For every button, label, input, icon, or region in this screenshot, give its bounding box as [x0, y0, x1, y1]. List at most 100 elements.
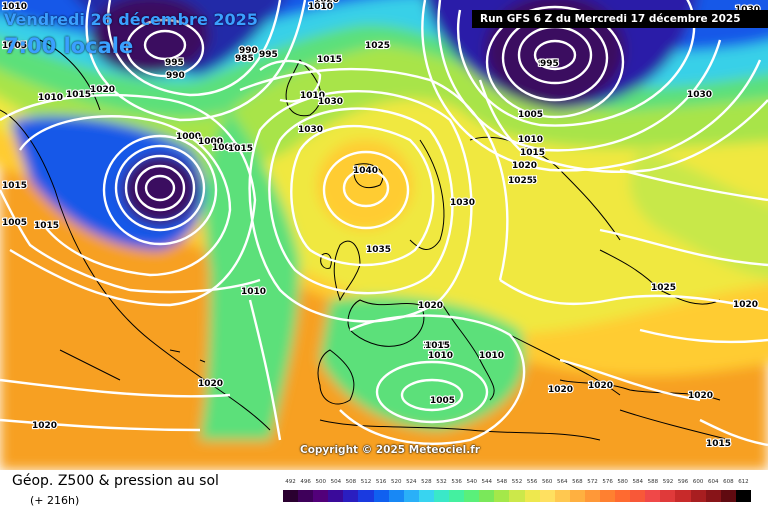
legend-swatch — [584, 490, 600, 502]
legend-label: 592 — [662, 479, 674, 485]
legend-swatch — [343, 490, 359, 502]
legend-swatch — [328, 490, 344, 502]
isobar-label: 1010 — [2, 2, 27, 12]
legend-label: 556 — [526, 479, 538, 485]
legend-swatch — [569, 490, 585, 502]
isobar-label: 1015 — [425, 341, 450, 351]
isobar-label: 1010 — [428, 351, 453, 361]
legend-swatch — [464, 490, 480, 502]
isobar-label-layer: 1010 1005 1015 1020 1010 1015 995 990 99… — [1, 0, 761, 450]
forecast-time-title: 7:00 locale — [4, 34, 134, 58]
lead-time: (+ 216h) — [30, 494, 80, 507]
legend-label: 564 — [557, 479, 568, 485]
legend-label: 548 — [496, 479, 508, 485]
isobar-label: 995 — [165, 58, 184, 68]
legend-swatch — [539, 490, 555, 502]
legend-label: 500 — [315, 479, 326, 485]
isobar-label: 1000 — [176, 132, 201, 142]
isobar-label: 1035 — [366, 245, 391, 255]
legend-swatch — [388, 490, 404, 502]
weather-map: 1010 1005 1015 1020 1010 1015 995 990 99… — [0, 0, 768, 470]
footer-panel: Géop. Z500 & pression au sol (+ 216h) 49… — [0, 470, 768, 512]
isobar-label: 1000 — [198, 137, 223, 147]
isobar-label: 990 — [239, 46, 258, 56]
isobar-label: 1010 — [518, 135, 543, 145]
legend-swatch — [690, 490, 706, 502]
isobar-label: 1020 — [588, 381, 613, 391]
isobar-label: 1005 — [2, 218, 27, 228]
legend-swatch — [373, 490, 389, 502]
isobar-label: 985 — [235, 54, 254, 64]
legend-swatch — [735, 490, 751, 502]
isobar-label: 1010 — [479, 351, 504, 361]
legend-swatch — [433, 490, 450, 502]
isobar-label: 1020 — [688, 391, 713, 401]
isobar-label: 1015 — [2, 181, 27, 191]
isobar-label: 1020 — [733, 300, 758, 310]
isobar-label: 1005 — [212, 143, 237, 153]
legend-swatch — [630, 490, 646, 502]
isobar-label: 1025 — [512, 176, 537, 186]
isobar-label: 995 — [259, 50, 278, 60]
legend-swatch — [494, 490, 510, 502]
isobar-label: 1010 — [38, 93, 63, 103]
legend-swatch — [720, 490, 736, 502]
isobar-label: 1020 — [90, 85, 115, 95]
isobar-label: 1020 — [32, 421, 57, 431]
legend-label: 552 — [511, 479, 523, 485]
isobar-label: 1005 — [2, 41, 27, 51]
legend-label: 516 — [375, 479, 387, 485]
legend-label: 560 — [541, 479, 553, 485]
legend-label: 596 — [677, 479, 689, 485]
color-scale-labels: 492 496 500 504 508 512 516 520 524 528 532 536 540 5… — [283, 479, 751, 489]
isobar-label: 1025 — [365, 41, 390, 51]
legend-swatch — [358, 490, 374, 502]
legend-label: 536 — [451, 479, 462, 485]
isobar-label: 1020 — [198, 379, 223, 389]
legend-swatch — [283, 490, 299, 502]
isobar-label: 1015 — [34, 221, 59, 231]
legend-label: 580 — [617, 479, 628, 485]
legend-swatch — [615, 490, 631, 502]
legend-label: 608 — [723, 479, 734, 485]
legend-swatch — [705, 490, 721, 502]
isobar-label: 990 — [166, 71, 185, 81]
forecast-date-title: Vendredi 26 décembre 2025 — [4, 10, 258, 29]
isobar-label: 1020 — [418, 301, 443, 311]
legend-label: 588 — [647, 479, 659, 485]
isobar-label: 1020 — [512, 161, 537, 171]
model-run-info: Run GFS 6 Z du Mercredi 17 décembre 2025 — [472, 10, 768, 28]
legend-label: 612 — [738, 479, 749, 485]
legend-swatch — [298, 490, 314, 502]
legend-label: 544 — [481, 479, 493, 485]
legend-label: 508 — [345, 479, 357, 485]
legend-swatch — [313, 490, 329, 502]
isobar-label: 1015 — [423, 341, 448, 351]
isobar-label: 1015 — [317, 55, 342, 65]
legend-label: 524 — [406, 479, 417, 485]
field-title: Géop. Z500 & pression au sol — [12, 473, 219, 489]
legend-label: 512 — [360, 479, 372, 485]
isobar-label: 1030 — [318, 97, 343, 107]
legend-label: 604 — [708, 479, 719, 485]
isobar-label: 1015 — [520, 148, 545, 158]
isobar-label: 1025 — [508, 176, 533, 186]
z500-color-field — [0, 0, 768, 470]
legend-label: 572 — [587, 479, 598, 485]
legend-label: 576 — [602, 479, 613, 485]
legend-swatch — [554, 490, 570, 502]
legend-label: 496 — [300, 479, 311, 485]
legend-swatch — [479, 490, 495, 502]
legend-label: 532 — [436, 479, 447, 485]
legend-label: 540 — [466, 479, 477, 485]
isobar-label: 1040 — [353, 166, 378, 176]
legend-swatch — [449, 490, 465, 502]
isobar-label: 1010 — [308, 2, 333, 12]
legend-swatch — [645, 490, 661, 502]
isobar-label: 1005 — [518, 110, 543, 120]
copyright-text: Copyright © 2025 Meteociel.fr — [300, 444, 480, 456]
legend-swatch — [509, 490, 525, 502]
color-scale-bar — [283, 490, 751, 502]
isobar-label: 1015 — [66, 90, 91, 100]
legend-label: 520 — [390, 479, 402, 485]
